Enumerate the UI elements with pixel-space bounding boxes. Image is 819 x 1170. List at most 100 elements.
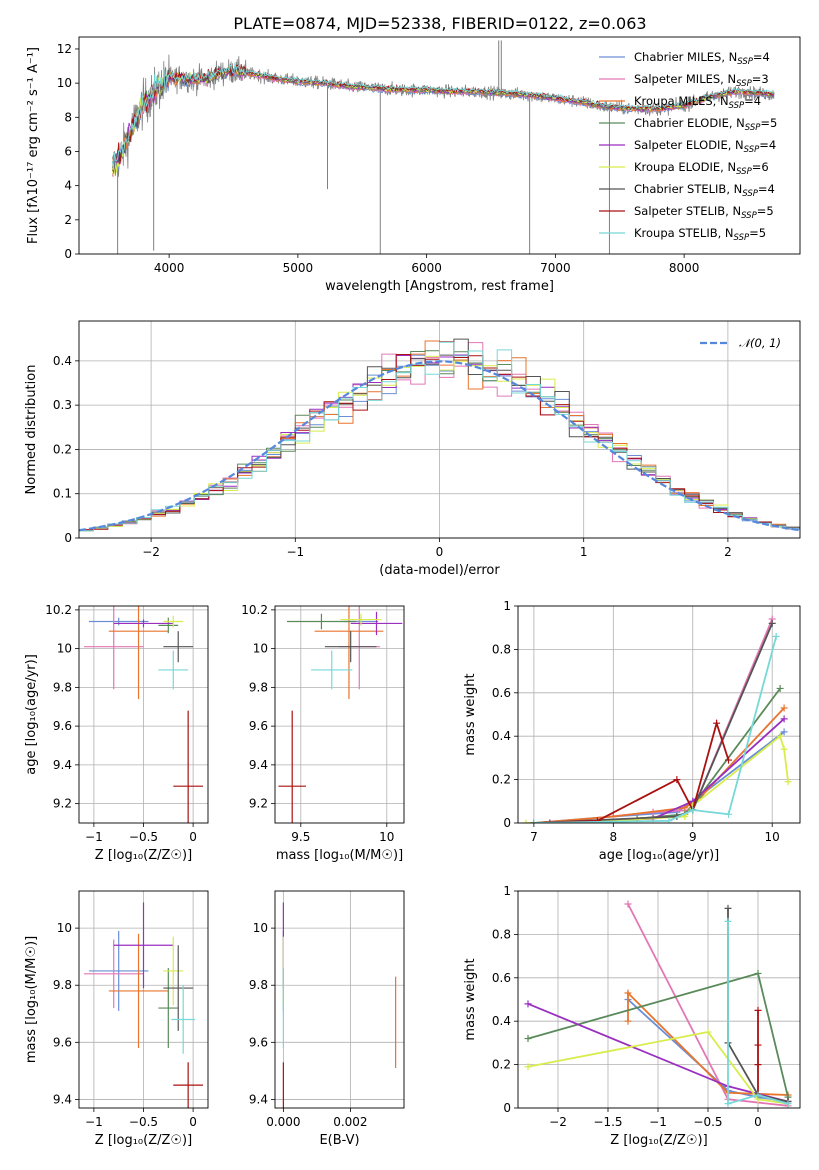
legend-label: Salpeter MILES, N bbox=[634, 72, 736, 86]
legend-entry: Salpeter ELODIE, NSSP=4 bbox=[634, 138, 776, 155]
legend-entry: Kroupa ELODIE, NSSP=6 bbox=[634, 160, 769, 177]
marker-kroupa-elodie bbox=[776, 732, 784, 740]
series-kroupa-stelib bbox=[727, 921, 789, 1105]
legend-entry: Chabrier MILES, NSSP=4 bbox=[634, 50, 770, 67]
y-tick-label: 6 bbox=[64, 144, 72, 158]
x-tick-label: 10 bbox=[379, 830, 394, 844]
y-tick-label: 9.4 bbox=[249, 758, 268, 772]
x-tick-label: −1.5 bbox=[593, 1115, 622, 1129]
x-tick-label: 0 bbox=[189, 830, 197, 844]
x-tick-label: 0.000 bbox=[266, 1115, 300, 1129]
x-tick-label: 9.5 bbox=[291, 830, 310, 844]
marker-salpeter-stelib bbox=[673, 776, 681, 784]
legend-suffix: =5 bbox=[749, 226, 766, 240]
x-axis-label: wavelength [Angstrom, rest frame] bbox=[325, 279, 554, 294]
y-tick-label: 0 bbox=[64, 531, 72, 545]
legend-label: Salpeter STELIB, N bbox=[634, 204, 741, 218]
legend-entry: Chabrier STELIB, NSSP=4 bbox=[634, 182, 775, 199]
marker-kroupa-stelib bbox=[530, 819, 538, 823]
mass_vs_ebv-points bbox=[282, 902, 397, 1108]
x-tick-label: 0 bbox=[189, 1115, 197, 1129]
x-tick-label: 0 bbox=[436, 545, 444, 559]
marker-salpeter-stelib bbox=[754, 1006, 762, 1014]
y-axis-label: mass weight bbox=[463, 958, 478, 1040]
marker-kroupa-stelib bbox=[724, 917, 732, 925]
y-tick-label: 0 bbox=[64, 247, 72, 261]
y-tick-label: 9.6 bbox=[249, 719, 268, 733]
marker-kroupa-stelib bbox=[754, 1091, 762, 1099]
legend-sub: SSP bbox=[745, 123, 761, 133]
legend-sub: SSP bbox=[729, 101, 745, 111]
x-axis-label: Z [log₁₀(Z/Z☉)] bbox=[610, 1133, 707, 1148]
marker-kroupa-elodie bbox=[522, 819, 530, 823]
marker-chabrier-miles bbox=[780, 728, 788, 736]
y-axis-label: Normed distribution bbox=[24, 365, 39, 495]
legend-suffix: =4 bbox=[759, 138, 776, 152]
marker-kroupa-elodie bbox=[524, 1063, 532, 1071]
massweight_vs_Z-frame bbox=[517, 890, 801, 1109]
marker-salpeter-elodie bbox=[524, 1000, 532, 1008]
marker-salpeter-stelib bbox=[593, 817, 601, 823]
y-tick-label: 0.1 bbox=[53, 487, 72, 501]
x-tick-label: 7000 bbox=[540, 261, 571, 275]
legend-suffix: =4 bbox=[744, 94, 761, 108]
legend-suffix: =5 bbox=[757, 204, 774, 218]
x-tick-label: 7 bbox=[530, 830, 538, 844]
legend-label: Chabrier STELIB, N bbox=[634, 182, 742, 196]
y-axis-label: mass weight bbox=[463, 673, 478, 755]
marker-chabrier-elodie bbox=[524, 1035, 532, 1043]
figure-title: PLATE=0874, MJD=52338, FIBERID=0122, z=0… bbox=[233, 14, 646, 33]
legend-entry: Chabrier ELODIE, NSSP=5 bbox=[634, 116, 777, 133]
y-tick-label: 0.6 bbox=[492, 686, 511, 700]
marker-kroupa-stelib bbox=[665, 817, 673, 823]
mass_vs_Z-frame bbox=[78, 890, 209, 1109]
y-tick-label: 9.4 bbox=[249, 1092, 268, 1106]
y-tick-label: 9.8 bbox=[53, 978, 72, 992]
y-tick-label: 1 bbox=[503, 884, 511, 898]
y-tick-label: 0.2 bbox=[492, 773, 511, 787]
marker-chabrier-stelib bbox=[724, 904, 732, 912]
y-tick-label: 9.4 bbox=[53, 758, 72, 772]
y-axis-label: Flux [fλ10⁻¹⁷ erg cm⁻² s⁻¹ A⁻¹] bbox=[26, 47, 41, 244]
x-tick-label: 4000 bbox=[154, 261, 185, 275]
normal-curve bbox=[79, 360, 800, 532]
legend-sub: SSP bbox=[736, 167, 752, 177]
marker-salpeter-stelib bbox=[754, 1061, 762, 1069]
age_vs_mass-frame bbox=[274, 605, 405, 824]
legend-entry: Kroupa STELIB, NSSP=5 bbox=[634, 226, 766, 243]
marker-chabrier-stelib bbox=[768, 619, 776, 627]
y-tick-label: 4 bbox=[64, 179, 72, 193]
x-tick-label: −1 bbox=[85, 830, 103, 844]
y-tick-label: 10 bbox=[57, 642, 72, 656]
x-tick-label: −1 bbox=[649, 1115, 667, 1129]
legend-entry: Salpeter MILES, NSSP=3 bbox=[634, 72, 769, 89]
axes-age_vs_mass: 9.5 10 9.2 9.4 9.6 9.8 10 10.2 mass [log₁₀(M/M☉)… bbox=[241, 603, 404, 863]
legend-sub: SSP bbox=[734, 233, 750, 243]
legend-label: Chabrier ELODIE, N bbox=[634, 116, 745, 130]
y-axis-label: age [log₁₀(age/yr)] bbox=[24, 654, 39, 775]
y-tick-label: 10.2 bbox=[45, 603, 72, 617]
y-tick-label: 9.2 bbox=[53, 797, 72, 811]
mass_vs_Z-points bbox=[83, 902, 204, 1108]
y-tick-label: 8 bbox=[64, 110, 72, 124]
x-tick-label: 0.002 bbox=[333, 1115, 367, 1129]
marker-salpeter-elodie bbox=[780, 715, 788, 723]
x-axis-label: Z [log₁₀(Z/Z☉)] bbox=[95, 1133, 192, 1148]
axes-spectrum: 4000 5000 6000 7000 8000 0 2 4 6 8 10 12 wavelength … bbox=[26, 42, 699, 294]
spectrum-frame bbox=[78, 36, 801, 255]
y-tick-label: 10 bbox=[57, 76, 72, 90]
marker-kroupa-stelib bbox=[784, 1100, 792, 1108]
marker-kroupa-miles bbox=[624, 1017, 632, 1025]
x-tick-label: −2 bbox=[142, 545, 160, 559]
marker-salpeter-elodie bbox=[546, 819, 554, 823]
x-axis-label: mass [log₁₀(M/M☉)] bbox=[276, 848, 403, 863]
legend-label: Chabrier MILES, N bbox=[634, 50, 737, 64]
x-tick-label: −0.5 bbox=[129, 1115, 158, 1129]
marker-salpeter-stelib bbox=[725, 756, 733, 764]
y-tick-label: 1 bbox=[503, 599, 511, 613]
legend-entry: Kroupa MILES, NSSP=4 bbox=[634, 94, 761, 111]
x-tick-label: 8000 bbox=[669, 261, 700, 275]
y-tick-label: 10 bbox=[57, 921, 72, 935]
